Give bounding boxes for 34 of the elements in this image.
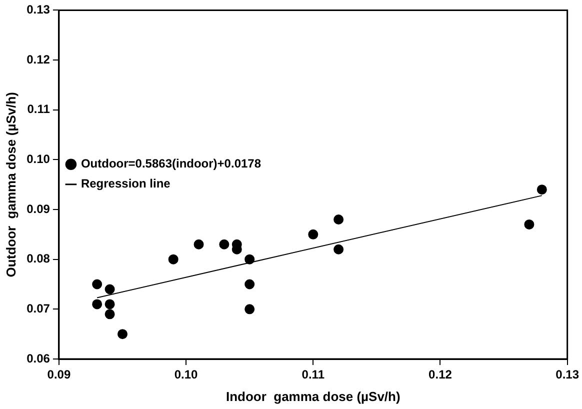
x-tick-label: 0.09 — [47, 368, 71, 382]
x-tick-label: 0.11 — [302, 368, 325, 382]
y-tick-label: 0.09 — [26, 202, 50, 216]
x-tick-label: 0.10 — [174, 368, 198, 382]
y-tick-label: 0.07 — [26, 301, 50, 316]
legend-label: Regression line — [80, 176, 171, 191]
point — [308, 229, 318, 240]
legend-label: Outdoor=0.5863(indoor)+0.0178 — [80, 156, 262, 171]
x-tick-label: 0.12 — [428, 368, 452, 382]
point — [104, 284, 115, 294]
y-axis-title: Outdoor gamma dose (µSv/h) — [3, 92, 18, 278]
point — [244, 279, 255, 290]
point — [334, 214, 344, 224]
y-tick-label: 0.08 — [26, 252, 50, 266]
y-tick-label: 0.13 — [26, 2, 50, 17]
point — [92, 279, 102, 290]
y-tick-label: 0.11 — [27, 102, 50, 116]
point — [92, 299, 102, 310]
point — [334, 244, 344, 254]
point — [536, 184, 547, 195]
point — [104, 309, 115, 320]
point — [168, 254, 178, 264]
point — [244, 254, 255, 264]
point — [118, 329, 128, 340]
point — [244, 304, 255, 314]
y-tick-label: 0.06 — [26, 351, 50, 366]
x-tick-label: 0.13 — [556, 368, 580, 382]
point — [219, 239, 230, 250]
x-axis-title: Indoor gamma dose (µSv/h) — [226, 388, 400, 404]
y-tick-label: 0.12 — [26, 52, 50, 66]
point — [524, 219, 534, 230]
point — [104, 299, 115, 310]
point — [194, 239, 204, 250]
y-tick-label: 0.10 — [26, 152, 50, 166]
